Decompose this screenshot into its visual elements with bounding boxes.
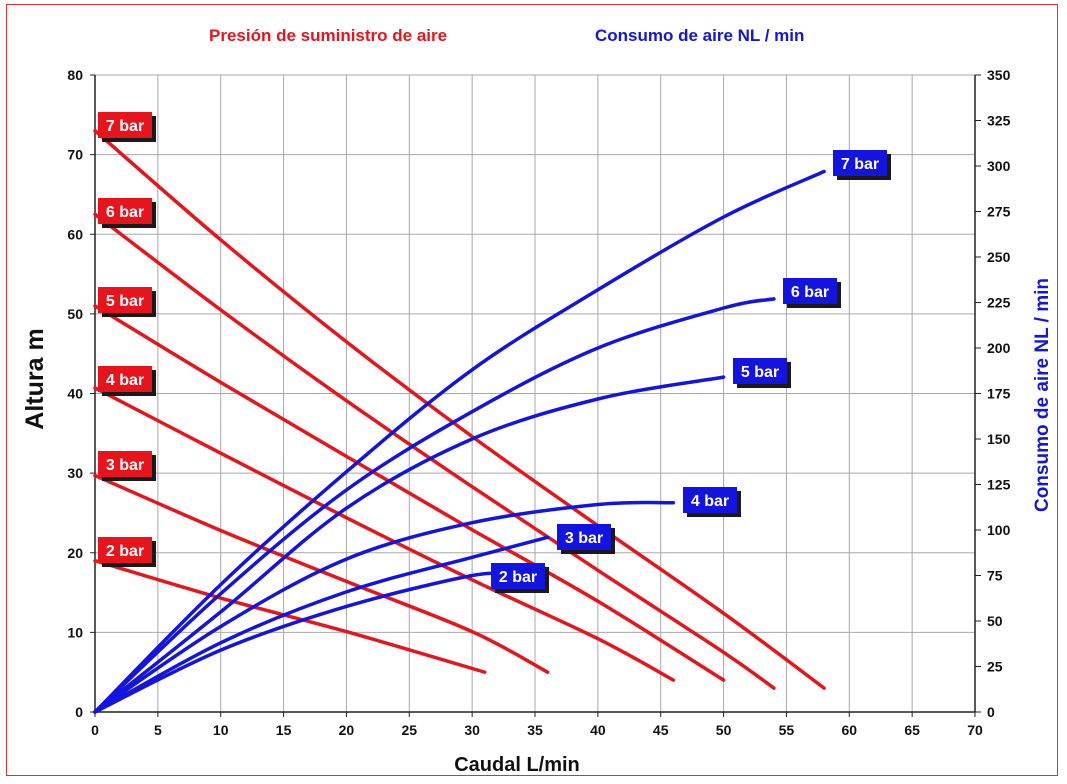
y2-tick-label-1: 25: [987, 659, 1003, 675]
pressure-label-box-3: [98, 366, 152, 392]
x-tick-label-12: 60: [841, 722, 857, 738]
consumption-legend-title: Consumo de aire NL / min: [595, 26, 804, 45]
consumption-label-text-1: 6 bar: [791, 284, 829, 301]
x-tick-label-3: 15: [276, 722, 292, 738]
consumption-label-box-1: [783, 278, 837, 304]
consumption-label-0: 7 bar: [833, 150, 891, 180]
x-tick-label-9: 45: [653, 722, 669, 738]
x-tick-label-8: 40: [590, 722, 606, 738]
pressure-label-text-2: 5 bar: [106, 293, 144, 310]
x-tick-label-0: 0: [91, 722, 99, 738]
pressure-label-5: 2 bar: [98, 537, 156, 567]
consumption-label-box-2: [733, 358, 787, 384]
pressure-label-4: 3 bar: [98, 451, 156, 481]
pressure-line-5-bar: [93, 304, 726, 682]
pressure-label-text-3: 4 bar: [106, 372, 144, 389]
pressure-label-2: 5 bar: [98, 287, 156, 317]
y-tick-label-3: 30: [67, 465, 83, 481]
consumption-label-box-3: [683, 487, 737, 513]
x-tick-label-4: 20: [339, 722, 355, 738]
consumption-label-1: 6 bar: [783, 278, 841, 308]
consumption-line-6-bar: [93, 297, 776, 714]
y2-tick-label-2: 50: [987, 613, 1003, 629]
y-tick-label-5: 50: [67, 306, 83, 322]
consumption-label-text-5: 2 bar: [499, 569, 537, 586]
consumption-label-text-3: 4 bar: [691, 493, 729, 510]
y-tick-label-8: 80: [67, 67, 83, 83]
x-tick-label-14: 70: [967, 722, 983, 738]
y2-tick-label-12: 300: [987, 158, 1011, 174]
pressure-label-text-1: 6 bar: [106, 204, 144, 221]
pressure-label-box-0: [98, 112, 152, 138]
consumption-label-text-0: 7 bar: [841, 156, 879, 173]
x-tick-label-13: 65: [904, 722, 920, 738]
y2-tick-label-8: 200: [987, 340, 1011, 356]
y-axis-title: Altura m: [21, 328, 49, 429]
consumption-label-2: 5 bar: [733, 358, 791, 388]
pressure-label-box-1: [98, 198, 152, 224]
consumption-label-4: 3 bar: [557, 524, 615, 554]
y-tick-label-6: 60: [67, 226, 83, 242]
y2-tick-label-9: 225: [987, 295, 1011, 311]
pressure-label-box-2: [98, 287, 152, 313]
chart-frame: [6, 4, 1058, 776]
y2-tick-label-10: 250: [987, 249, 1011, 265]
pressure-label-1: 6 bar: [98, 198, 156, 228]
x-tick-label-10: 50: [716, 722, 732, 738]
x-tick-label-11: 55: [779, 722, 795, 738]
pressure-line-6-bar: [93, 212, 776, 690]
x-axis-title: Caudal L/min: [454, 754, 580, 776]
pressure-line-2-bar: [93, 558, 487, 674]
tick-labels: 0 5 10 15 20 25 30 35 40 45 50 55 60 65 70010203040506…: [67, 67, 1010, 738]
consumption-label-box-5: [491, 563, 545, 589]
consumption-line-2-bar: [93, 571, 512, 714]
consumption-label-box-0: [833, 150, 887, 176]
consumption-label-3: 4 bar: [683, 487, 741, 517]
pressure-label-box-4: [98, 451, 152, 477]
pressure-legend-title: Presión de suministro de aire: [209, 26, 447, 45]
x-tick-label-7: 35: [527, 722, 543, 738]
x-tick-label-2: 10: [213, 722, 229, 738]
pressure-line-3-bar: [93, 473, 550, 674]
y2-tick-label-5: 125: [987, 477, 1011, 493]
y2-tick-label-3: 75: [987, 568, 1003, 584]
consumption-label-5: 2 bar: [491, 563, 549, 593]
pressure-label-text-5: 2 bar: [106, 543, 144, 560]
pressure-label-text-0: 7 bar: [106, 118, 144, 135]
pressure-label-text-4: 3 bar: [106, 457, 144, 474]
y2-tick-label-14: 350: [987, 67, 1011, 83]
y2-axis-title: Consumo de aire NL / min: [1032, 278, 1053, 512]
y-tick-label-0: 0: [75, 704, 83, 720]
pressure-line-7-bar: [93, 128, 826, 690]
y2-tick-label-7: 175: [987, 386, 1011, 402]
y-tick-label-1: 10: [67, 624, 83, 640]
y2-tick-label-6: 150: [987, 431, 1011, 447]
x-tick-label-1: 5: [154, 722, 162, 738]
y-tick-label-4: 40: [67, 386, 83, 402]
consumption-label-text-2: 5 bar: [741, 364, 779, 381]
series-lines: [93, 128, 826, 714]
pressure-label-3: 4 bar: [98, 366, 156, 396]
series-labels: 7 bar 6 bar 5 bar 4 bar 3 bar 2 bar 7 bar 6 bar…: [98, 112, 891, 593]
consumption-line-3-bar: [93, 535, 550, 714]
y2-tick-label-4: 100: [987, 522, 1011, 538]
y2-tick-label-0: 0: [987, 704, 995, 720]
consumption-label-text-4: 3 bar: [565, 530, 603, 547]
y-tick-label-2: 20: [67, 545, 83, 561]
y2-tick-label-11: 275: [987, 204, 1011, 220]
consumption-line-5-bar: [93, 375, 726, 714]
x-tick-label-5: 25: [401, 722, 417, 738]
consumption-line-4-bar: [93, 500, 676, 714]
x-tick-label-6: 30: [464, 722, 480, 738]
consumption-line-7-bar: [93, 169, 826, 714]
pressure-line-4-bar: [93, 386, 676, 682]
y2-tick-label-13: 325: [987, 113, 1011, 129]
y-tick-label-7: 70: [67, 147, 83, 163]
pressure-label-box-5: [98, 537, 152, 563]
consumption-label-box-4: [557, 524, 611, 550]
pressure-label-0: 7 bar: [98, 112, 156, 142]
